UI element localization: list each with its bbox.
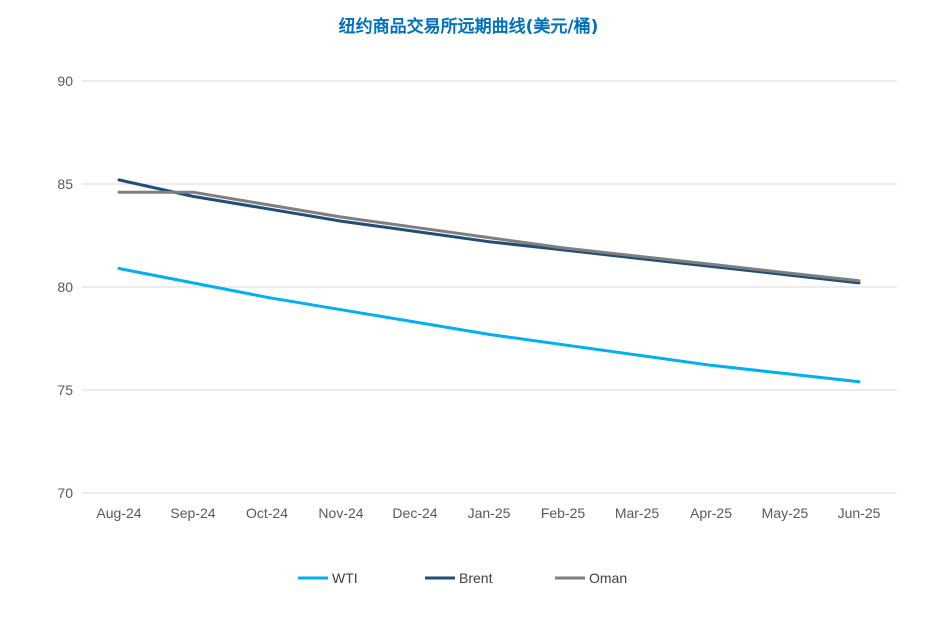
y-tick-label: 90	[57, 73, 73, 89]
x-tick-label: Jan-25	[468, 505, 511, 521]
legend: WTI Brent Oman	[298, 570, 627, 586]
x-tick-label: Sep-24	[170, 505, 215, 521]
x-tick-label: Mar-25	[615, 505, 660, 521]
x-tick-label: Dec-24	[392, 505, 437, 521]
legend-label-wti: WTI	[332, 570, 358, 586]
series-line-brent	[117, 178, 861, 285]
y-tick-label: 75	[57, 382, 73, 398]
y-tick-label: 85	[57, 176, 73, 192]
x-tick-label: May-25	[762, 505, 809, 521]
x-axis: Aug-24 Sep-24 Oct-24 Nov-24 Dec-24 Jan-25 Feb-…	[96, 505, 880, 521]
series-lines	[117, 178, 861, 384]
chart-title: 纽约商品交易所远期曲线(美元/桶)	[338, 17, 599, 37]
series-line-wti	[117, 267, 861, 384]
y-tick-label: 70	[57, 485, 73, 501]
y-axis-ticks: 70 75 80 85 90	[57, 73, 73, 501]
series-line-oman	[117, 190, 861, 283]
x-tick-label: Oct-24	[246, 505, 288, 521]
x-tick-label: Feb-25	[541, 505, 586, 521]
x-tick-label: Aug-24	[96, 505, 141, 521]
gridlines	[82, 80, 897, 494]
x-tick-label: Nov-24	[318, 505, 363, 521]
x-tick-label: Apr-25	[690, 505, 732, 521]
y-tick-label: 80	[57, 279, 73, 295]
legend-label-brent: Brent	[459, 570, 493, 586]
legend-label-oman: Oman	[589, 570, 627, 586]
x-tick-label: Jun-25	[838, 505, 881, 521]
